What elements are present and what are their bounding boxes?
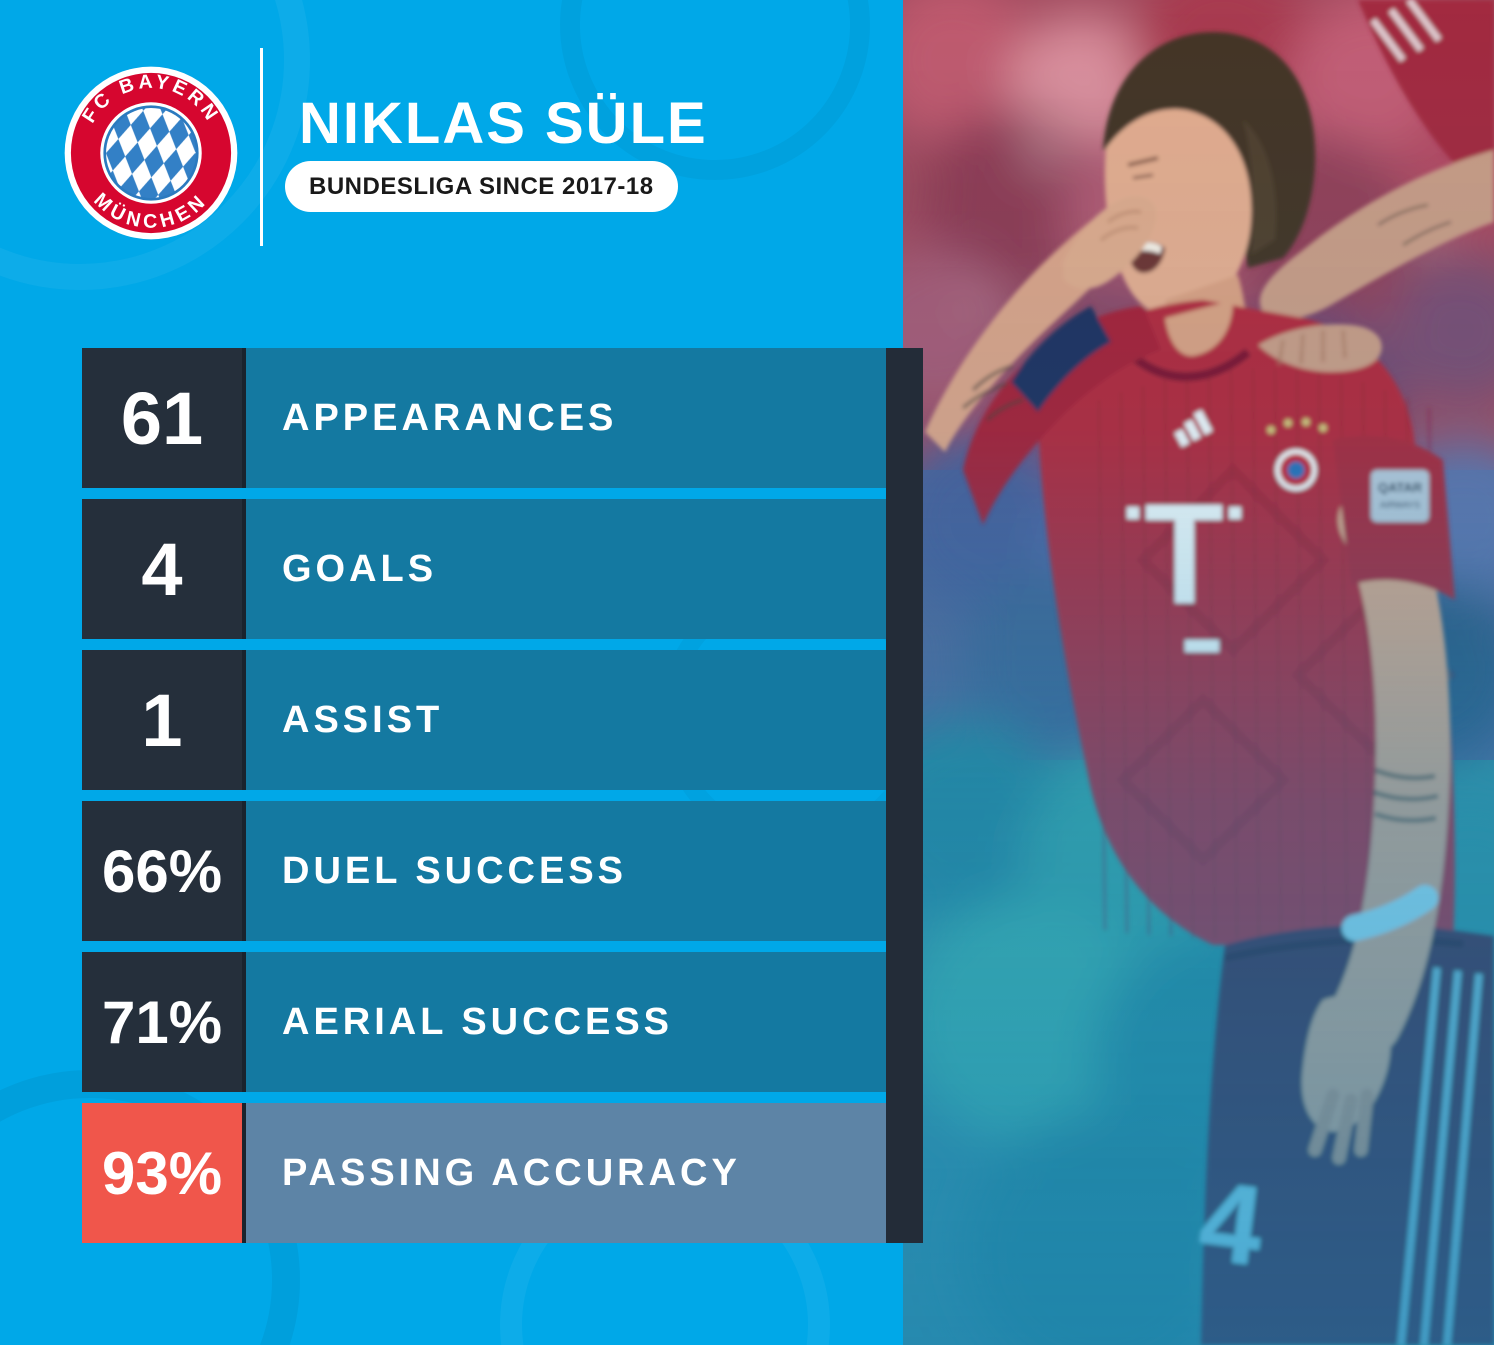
stat-value: 4 — [82, 499, 242, 639]
stat-label: AERIAL SUCCESS — [282, 1000, 674, 1043]
stat-value: 1 — [82, 650, 242, 790]
stat-bar: DUEL SUCCESS — [246, 801, 886, 941]
stat-divider — [242, 801, 246, 941]
stat-label: PASSING ACCURACY — [282, 1151, 741, 1194]
stat-bar: AERIAL SUCCESS — [246, 952, 886, 1092]
stat-value: 66% — [82, 801, 242, 941]
stat-value: 93% — [82, 1103, 242, 1243]
header-divider-line — [260, 48, 263, 246]
fc-bayern-crest: FC BAYERN MÜNCHEN — [64, 66, 238, 240]
stat-label: GOALS — [282, 547, 438, 590]
club-logo: FC BAYERN MÜNCHEN — [62, 64, 240, 242]
stat-row: 71% AERIAL SUCCESS — [82, 952, 886, 1092]
player-photo-illustration: 4 QATAR AIRWAYS — [903, 0, 1494, 1345]
stat-value: 71% — [82, 952, 242, 1092]
stat-value: 61 — [82, 348, 242, 488]
stat-divider — [242, 1103, 246, 1243]
stat-divider — [242, 499, 246, 639]
stat-divider — [242, 952, 246, 1092]
stat-divider — [242, 348, 246, 488]
stat-row: 66% DUEL SUCCESS — [82, 801, 886, 941]
player-photo: 4 QATAR AIRWAYS — [903, 0, 1494, 1345]
stats-block: 61 APPEARANCES 4 GOALS 1 ASSIST 66% DUEL… — [82, 348, 886, 1243]
page-title: NIKLAS SÜLE — [299, 91, 708, 156]
stat-row: 61 APPEARANCES — [82, 348, 886, 488]
stat-label: APPEARANCES — [282, 396, 618, 439]
stat-row: 93% PASSING ACCURACY — [82, 1103, 886, 1243]
stat-bar: GOALS — [246, 499, 886, 639]
stat-divider — [242, 650, 246, 790]
stat-bar: ASSIST — [246, 650, 886, 790]
subtitle-badge: BUNDESLIGA SINCE 2017-18 — [285, 161, 678, 212]
stat-label: ASSIST — [282, 698, 444, 741]
stat-label: DUEL SUCCESS — [282, 849, 628, 892]
stat-bar: PASSING ACCURACY — [246, 1103, 886, 1243]
stat-row: 1 ASSIST — [82, 650, 886, 790]
stat-row: 4 GOALS — [82, 499, 886, 639]
stat-bar: APPEARANCES — [246, 348, 886, 488]
photo-blue-tint — [903, 0, 1494, 1345]
stats-edge-strip — [886, 348, 923, 1243]
